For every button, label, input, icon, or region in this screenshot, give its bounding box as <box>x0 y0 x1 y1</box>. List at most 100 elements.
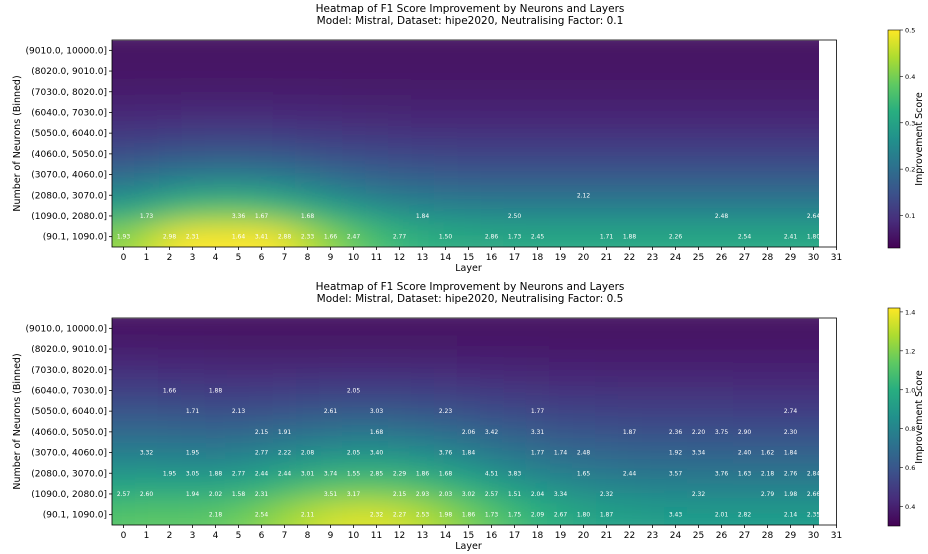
y-axis-label: Number of Neurons (Binned) <box>12 353 23 489</box>
cell-value-label: 1.73 <box>508 234 522 241</box>
cell-value-label: 2.77 <box>393 234 407 241</box>
colorbar <box>887 29 901 249</box>
cell-value-label: 3.34 <box>692 450 706 457</box>
cell-value-label: 2.60 <box>140 491 154 498</box>
cell-value-label: 3.76 <box>439 450 453 457</box>
cell-value-label: 2.76 <box>784 470 798 477</box>
x-tick-label: 26 <box>716 253 728 263</box>
cell-value-label: 2.57 <box>485 491 499 498</box>
cell-value-label: 2.15 <box>393 491 407 498</box>
cell-value-label: 2.44 <box>278 470 292 477</box>
cell-value-label: 1.77 <box>531 408 545 415</box>
y-tick-label: (90.1, 1090.0] <box>43 511 107 521</box>
cell-value-label: 2.61 <box>324 408 338 415</box>
cell-value-label: 2.23 <box>439 408 453 415</box>
cell-value-label: 2.40 <box>738 450 752 457</box>
cell-value-label: 2.90 <box>738 429 752 436</box>
cell-value-label: 3.03 <box>370 408 384 415</box>
cell-value-label: 3.42 <box>485 429 499 436</box>
cell-value-label: 1.87 <box>623 429 637 436</box>
x-tick-label: 19 <box>555 531 567 541</box>
cell-value-label: 2.35 <box>807 512 821 519</box>
cell-value-label: 2.29 <box>393 470 407 477</box>
x-tick-label: 13 <box>417 531 428 541</box>
cell-value-label: 3.05 <box>186 470 200 477</box>
cell-value-label: 3.51 <box>324 491 338 498</box>
cell-value-label: 3.83 <box>508 470 522 477</box>
cell-value-label: 2.66 <box>807 491 821 498</box>
cell-value-label: 2.44 <box>255 470 269 477</box>
cell-value-label: 2.84 <box>807 470 821 477</box>
x-tick-label: 16 <box>486 253 498 263</box>
cell-value-label: 2.08 <box>301 450 315 457</box>
cell-value-label: 1.68 <box>370 429 384 436</box>
cell-value-label: 1.74 <box>554 450 568 457</box>
cell-value-label: 2.54 <box>738 234 752 241</box>
x-tick-label: 22 <box>624 253 635 263</box>
cell-value-label: 1.95 <box>163 470 177 477</box>
x-tick-label: 8 <box>305 531 311 541</box>
heatmap-panel-1: Heatmap of F1 Score Improvement by Neuro… <box>12 3 925 274</box>
cell-value-label: 1.68 <box>439 470 453 477</box>
cell-value-label: 1.66 <box>163 387 177 394</box>
cell-value-label: 2.74 <box>784 408 798 415</box>
cell-value-label: 1.95 <box>186 450 200 457</box>
colorbar-tick-label: 1.2 <box>905 347 915 355</box>
cell-value-label: 2.09 <box>531 512 545 519</box>
cell-value-label: 1.86 <box>416 470 430 477</box>
cell-value-label: 2.79 <box>761 491 775 498</box>
cell-value-label: 1.80 <box>577 512 591 519</box>
cell-value-label: 2.98 <box>163 234 177 241</box>
x-tick-label: 10 <box>348 531 360 541</box>
colorbar-label: Improvement Score <box>914 370 925 464</box>
y-tick-label: (5050.0, 6040.0] <box>31 407 107 417</box>
y-tick-label: (6040.0, 7030.0] <box>31 108 107 118</box>
cell-value-label: 2.22 <box>278 450 292 457</box>
cell-value-label: 3.75 <box>715 429 729 436</box>
x-tick-label: 0 <box>121 253 127 263</box>
y-axis-label: Number of Neurons (Binned) <box>12 75 23 211</box>
x-tick-label: 4 <box>213 531 219 541</box>
x-tick-label: 17 <box>509 531 520 541</box>
cell-value-label: 3.01 <box>301 470 315 477</box>
cell-value-label: 1.88 <box>209 470 223 477</box>
cell-value-label: 1.67 <box>255 213 269 220</box>
colorbar-tick-label: 0.8 <box>905 425 915 433</box>
x-tick-label: 8 <box>305 253 311 263</box>
colorbar <box>887 307 901 527</box>
x-tick-label: 30 <box>808 253 820 263</box>
y-tick-label: (4060.0, 5050.0] <box>31 428 107 438</box>
cell-value-label: 1.58 <box>232 491 246 498</box>
colorbar-tick-label: 0.4 <box>905 73 915 81</box>
colorbar-tick-label: 0.6 <box>905 464 915 472</box>
x-tick-label: 24 <box>670 253 682 263</box>
cell-value-label: 2.64 <box>807 213 821 220</box>
x-tick-label: 24 <box>670 531 682 541</box>
cell-value-label: 1.66 <box>324 234 338 241</box>
cell-value-label: 1.68 <box>301 213 315 220</box>
cell-value-label: 2.32 <box>692 491 706 498</box>
x-tick-label: 21 <box>601 253 612 263</box>
x-tick-label: 1 <box>144 253 150 263</box>
x-tick-label: 18 <box>532 531 544 541</box>
x-tick-label: 30 <box>808 531 820 541</box>
cell-value-label: 1.80 <box>807 234 821 241</box>
cell-value-label: 2.48 <box>577 450 591 457</box>
cell-value-label: 1.51 <box>508 491 522 498</box>
cell-value-label: 2.18 <box>209 512 223 519</box>
y-tick-label: (4060.0, 5050.0] <box>31 150 107 160</box>
cell-value-label: 2.88 <box>278 234 292 241</box>
x-tick-label: 2 <box>167 531 173 541</box>
y-tick-label: (3070.0, 4060.0] <box>31 171 107 181</box>
heatmap-field <box>112 318 819 525</box>
cell-value-label: 2.03 <box>439 491 453 498</box>
cell-value-label: 2.26 <box>669 234 683 241</box>
cell-value-label: 1.86 <box>462 512 476 519</box>
y-tick-label: (2080.0, 3070.0] <box>31 469 107 479</box>
y-tick-label: (8020.0, 9010.0] <box>31 67 107 77</box>
cell-value-label: 2.04 <box>531 491 545 498</box>
cell-value-label: 1.50 <box>439 234 453 241</box>
cell-value-label: 2.15 <box>255 429 269 436</box>
cell-value-label: 1.93 <box>117 234 131 241</box>
x-tick-label: 2 <box>167 253 173 263</box>
